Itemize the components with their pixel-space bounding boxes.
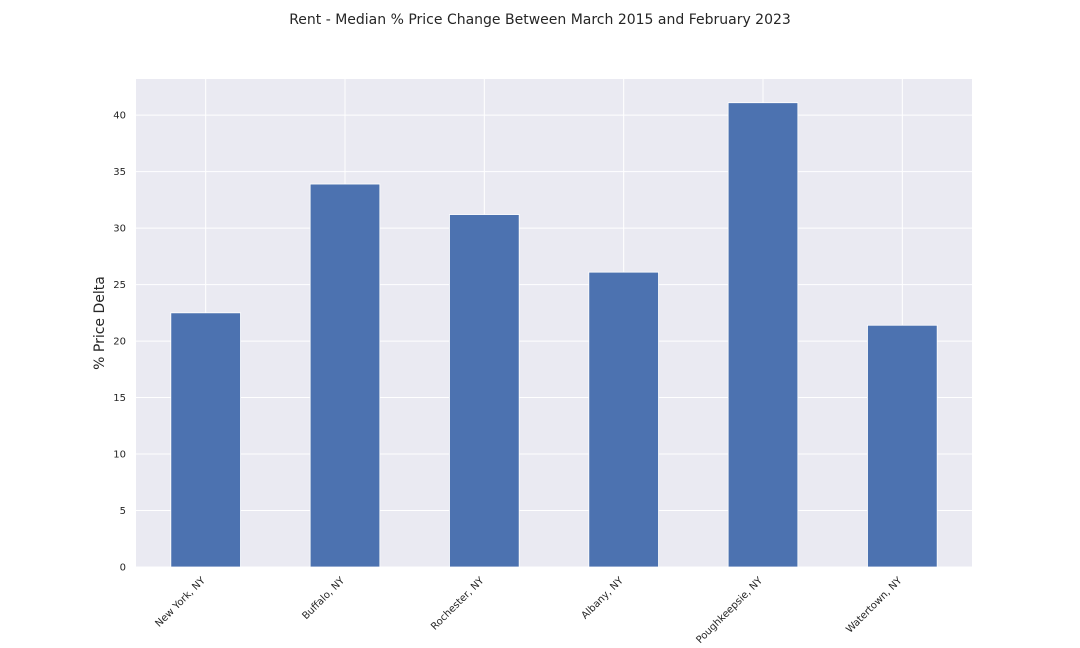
bar <box>588 271 659 568</box>
bar <box>309 183 381 568</box>
y-tick-label: 15 <box>113 393 126 404</box>
y-tick-label: 10 <box>113 450 126 461</box>
x-axis-ticks: New York, NY Buffalo, NY Rochester, NY Alba… <box>154 575 906 646</box>
y-tick-label: 35 <box>113 167 126 178</box>
bar <box>170 312 241 568</box>
x-tick-label: Poughkeepsie, NY <box>694 575 765 646</box>
bar <box>867 324 938 568</box>
bar <box>727 102 799 568</box>
y-tick-label: 25 <box>113 280 126 291</box>
bars <box>170 102 938 568</box>
chart-title: Rent - Median % Price Change Between Mar… <box>289 12 791 28</box>
y-tick-label: 5 <box>120 506 126 517</box>
x-tick-label: Watertown, NY <box>844 575 905 636</box>
y-axis-label: % Price Delta <box>92 276 108 370</box>
x-tick-label: Albany, NY <box>580 575 627 622</box>
y-tick-label: 30 <box>113 224 126 235</box>
x-tick-label: Rochester, NY <box>429 575 487 633</box>
y-tick-label: 0 <box>120 563 126 574</box>
y-tick-label: 40 <box>113 111 126 122</box>
x-tick-label: Buffalo, NY <box>300 575 347 622</box>
x-tick-label: New York, NY <box>154 575 209 630</box>
bar <box>449 214 520 568</box>
y-axis-ticks: 0 5 10 15 20 25 30 35 40 <box>113 111 126 574</box>
y-tick-label: 20 <box>113 337 126 348</box>
plot-area <box>136 79 972 567</box>
